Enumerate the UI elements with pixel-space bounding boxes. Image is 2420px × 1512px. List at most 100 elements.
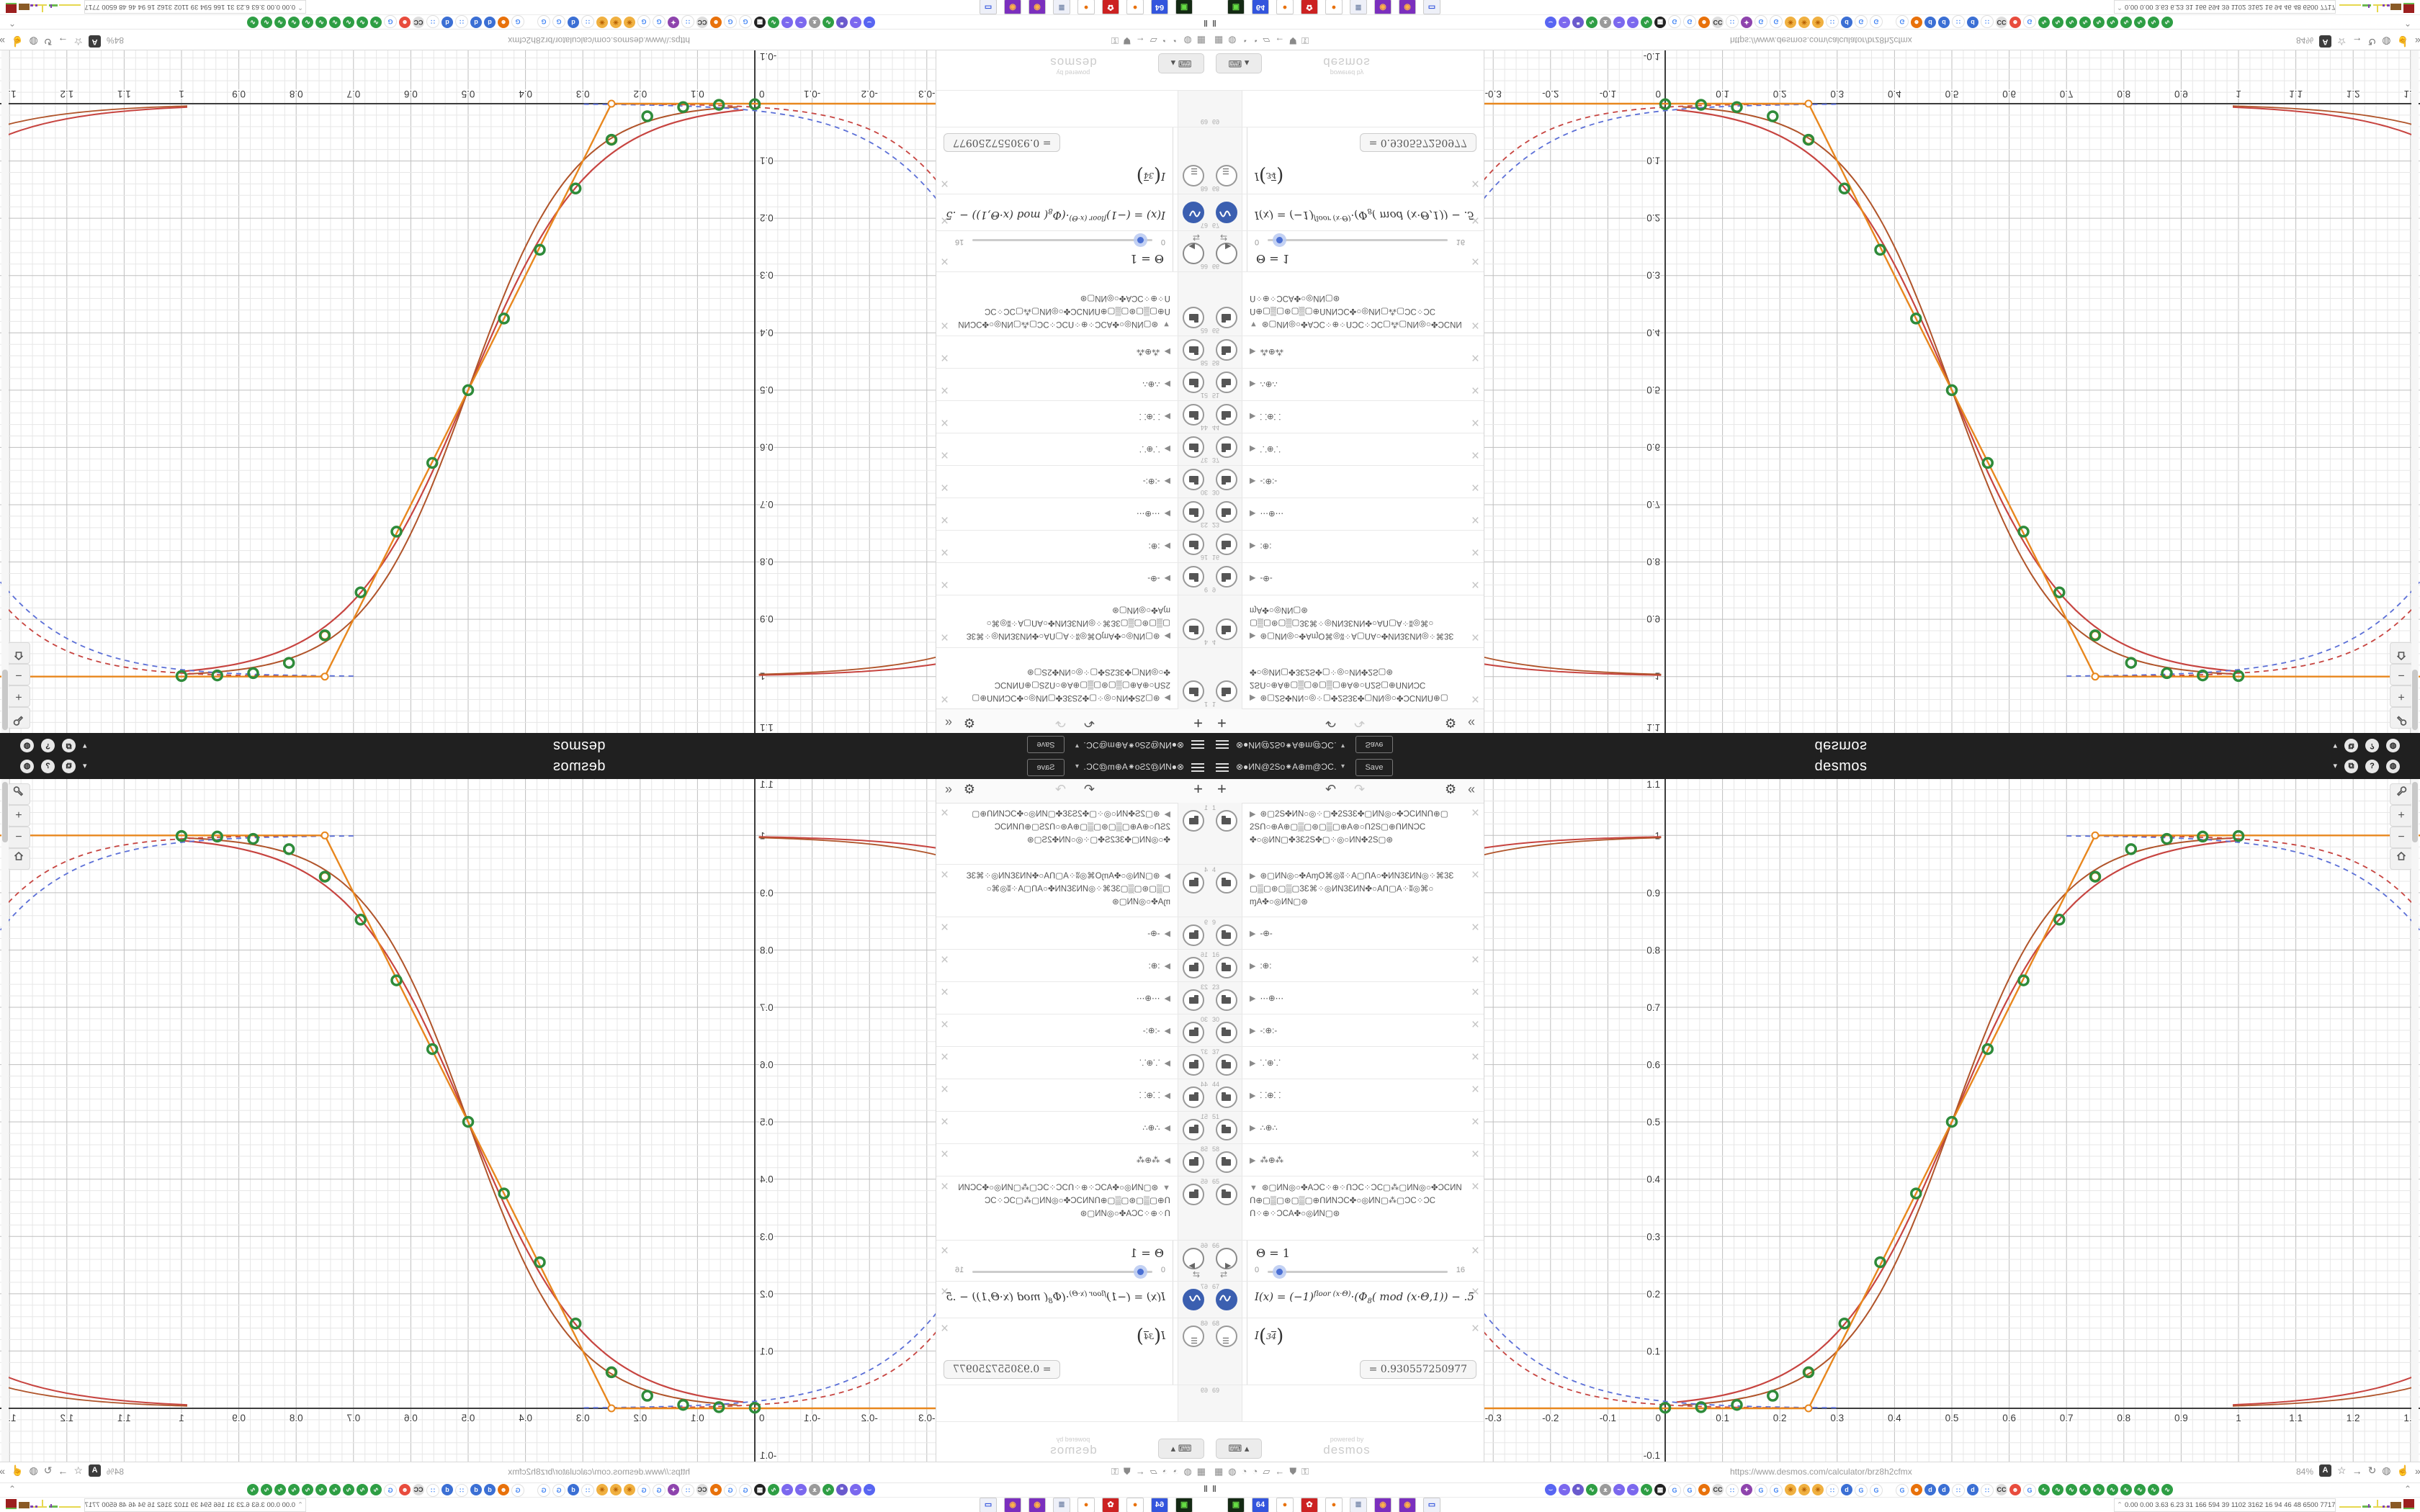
bookmark-favicon[interactable]: ∿ [2038,1484,2050,1495]
lock-icon[interactable]: ⚿ [1301,35,1309,46]
sample-point[interactable] [1874,243,1886,256]
expression-row[interactable]: 1 ▶⊛▢2S✤ИN○◎⁘▢✤2S3Ɛ✤▢ИN◎○✤ƆCИNՈ⊕▢2SՈ○⊕A⊕▢… [1210,803,1484,865]
expression-content[interactable]: ▶ ⁂⊕⁂ [936,336,1178,368]
expression-gutter[interactable]: 65 [1178,1176,1210,1240]
expression-gutter[interactable]: 30 [1210,1014,1242,1046]
expression-row[interactable]: 58 ▶ ⁂⊕⁂ × [936,336,1210,368]
folder-toggle-icon[interactable] [1183,1119,1204,1140]
expression-content[interactable] [936,91,1178,127]
bookmark-favicon[interactable]: ⌣ [864,17,875,28]
bookmark-favicon[interactable]: ▦ [754,1484,766,1495]
folder-toggle-icon[interactable] [1216,872,1237,894]
bookmark-favicon[interactable]: ☻ [498,1484,509,1495]
bookmark-favicon[interactable]: ~ [795,1484,807,1495]
bookmark-favicon[interactable]: G [724,1484,737,1497]
curve-dashed-blue-left[interactable] [1483,1312,1837,1409]
curve-red-top-left[interactable] [758,836,937,849]
expression-row[interactable]: 16 ▶:⊕: × [1210,530,1484,562]
expression-gutter[interactable]: 66 ▶ ⇄ [1210,1241,1242,1281]
expression-row[interactable]: 67 I(x) = (−1)floor (x·Θ)·(Φ8( mod (x·Θ,1… [1210,194,1493,230]
bookmark-favicon[interactable]: ~ [795,17,807,28]
sample-point[interactable] [2197,669,2209,682]
expression-gutter[interactable]: 1 [1178,803,1210,864]
expression-gutter[interactable]: 4 [1178,865,1210,917]
bookmark-favicon[interactable]: ~ [1559,1484,1570,1495]
curve-dashed-blue-left[interactable] [1483,103,1837,200]
folder-toggle-icon[interactable] [1183,534,1204,555]
delete-row-button[interactable]: × [1471,415,1479,430]
graph-paper[interactable]: -0.3 -0.2 -0.1 0 0.1 0.2 0.3 0.4 0.5 0.6 0.7 0.8 0.9… [1483,49,2420,734]
bookmark-favicon[interactable]: ∿ [2134,1484,2146,1495]
graph-zoom-out-button[interactable]: − [2390,827,2413,848]
expression-content[interactable]: I(x) = (−1)floor (x·Θ)·(Φ8( mod (x·Θ,1))… [1247,194,1493,230]
sample-point[interactable] [390,974,403,986]
taskbar-app-icon[interactable]: ▣ [1227,0,1245,14]
sample-point[interactable] [605,1366,618,1379]
bookmark-favicon[interactable]: ᴥ [809,1484,820,1495]
slider[interactable]: 0 16 [955,1264,1165,1279]
graph-home-button[interactable] [7,642,30,664]
curve-visibility-toggle[interactable] [1216,1289,1237,1310]
taskbar-app-icon[interactable]: ✿ [1102,0,1119,14]
help-icon[interactable]: ? [41,760,55,773]
expression-gutter[interactable]: 68 ☰ [1178,1318,1210,1385]
delete-row-button[interactable]: × [1471,382,1479,397]
expression-gutter[interactable]: 37 [1210,1047,1242,1079]
disclosure-triangle[interactable]: ▶ [1164,1092,1170,1100]
settings-gear-button[interactable]: ⚙ [963,782,975,796]
delete-row-button[interactable]: × [941,1017,949,1032]
bookmark-favicon[interactable]: G [739,1484,752,1497]
bookmark-favicon[interactable]: G [511,1484,524,1497]
slider-max-label[interactable]: 16 [955,1266,964,1274]
bookmark-favicon[interactable]: ∿ [2120,1484,2132,1495]
sample-point[interactable] [569,182,582,195]
bookmark-favicon[interactable]: ✳ [1785,17,1796,28]
expression-gutter[interactable]: 23 [1178,498,1210,530]
reload-icon[interactable]: ↻ [2367,1464,2377,1476]
bookmark-favicon[interactable]: ∿ [768,1484,779,1495]
expression-gutter[interactable]: 4 [1210,595,1242,647]
bookmark-favicon[interactable]: G [739,15,752,28]
delete-row-button[interactable]: × [1471,868,1479,883]
lock-icon[interactable]: ⚿ [1301,1466,1309,1477]
folder-toggle-icon[interactable] [1216,436,1237,458]
sample-point[interactable] [462,384,475,397]
disclosure-triangle[interactable]: ▶ [1250,1156,1256,1165]
delete-row-button[interactable]: × [1471,447,1479,462]
bookmark-favicon[interactable]: ∷ [1952,1484,1965,1497]
expression-gutter[interactable]: 65 [1178,272,1210,336]
bookmark-favicon[interactable]: G [1896,1484,1909,1497]
expression-content[interactable]: ▶ -⊕- [936,917,1178,949]
expression-gutter[interactable]: 16 [1178,950,1210,981]
bookmark-favicon[interactable]: G [1683,1484,1696,1497]
scrollbar-thumb[interactable] [2412,782,2418,842]
bookmark-favicon[interactable]: ∷ [455,15,468,28]
slider-max-label[interactable]: 16 [1456,238,1465,246]
bookmark-favicon[interactable]: ∿ [2161,1484,2173,1495]
page-scrollbar[interactable] [1,779,9,1463]
expression-content[interactable]: ▶ ∴⊕∴ [936,1112,1178,1143]
reload-icon[interactable]: ↻ [43,36,53,48]
taskbar-app-icon[interactable]: ▭ [1423,0,1440,14]
curve-brown-bottom-right[interactable] [3,1385,188,1407]
hamburger-menu-icon[interactable] [1216,761,1229,774]
curve-red-top-left[interactable] [758,663,937,676]
collapse-panel-button[interactable]: « [1468,716,1476,730]
expression-gutter[interactable]: 1 [1178,648,1210,709]
expression-content[interactable]: ▶ ⁂⊕⁂ [1242,1144,1484,1176]
disclosure-triangle[interactable]: ▶ [1164,693,1170,702]
delete-row-button[interactable]: × [1471,1243,1479,1259]
disclosure-triangle[interactable]: ▶ [1250,412,1256,420]
curve-red-bottom-right[interactable] [3,1374,188,1406]
bookmark-favicon[interactable]: ☻ [498,17,509,28]
sample-point[interactable] [2053,914,2066,926]
expression-gutter[interactable]: 67 [1178,1282,1210,1318]
bookmark-favicon[interactable]: ∿ [2038,17,2050,28]
bookmark-favicon[interactable]: ✳ [610,17,622,28]
bookmark-favicon[interactable]: d [1841,1484,1852,1495]
expression-content[interactable]: ▶ ⁂⊕⁂ [1242,336,1484,368]
collapse-panel-button[interactable]: « [1468,782,1476,796]
bookmark-favicon[interactable]: ∿ [2148,1484,2159,1495]
expression-gutter[interactable]: 44 [1210,1079,1242,1111]
expression-content[interactable]: ▶⊛▢ИN◎○✤AɱO⌘◎ʬ⁘A▢ՈA○✤ИN3ƐИN◎⁘⌘3Ɛ▢▒▢⊛▢▒▢3… [936,865,1178,917]
